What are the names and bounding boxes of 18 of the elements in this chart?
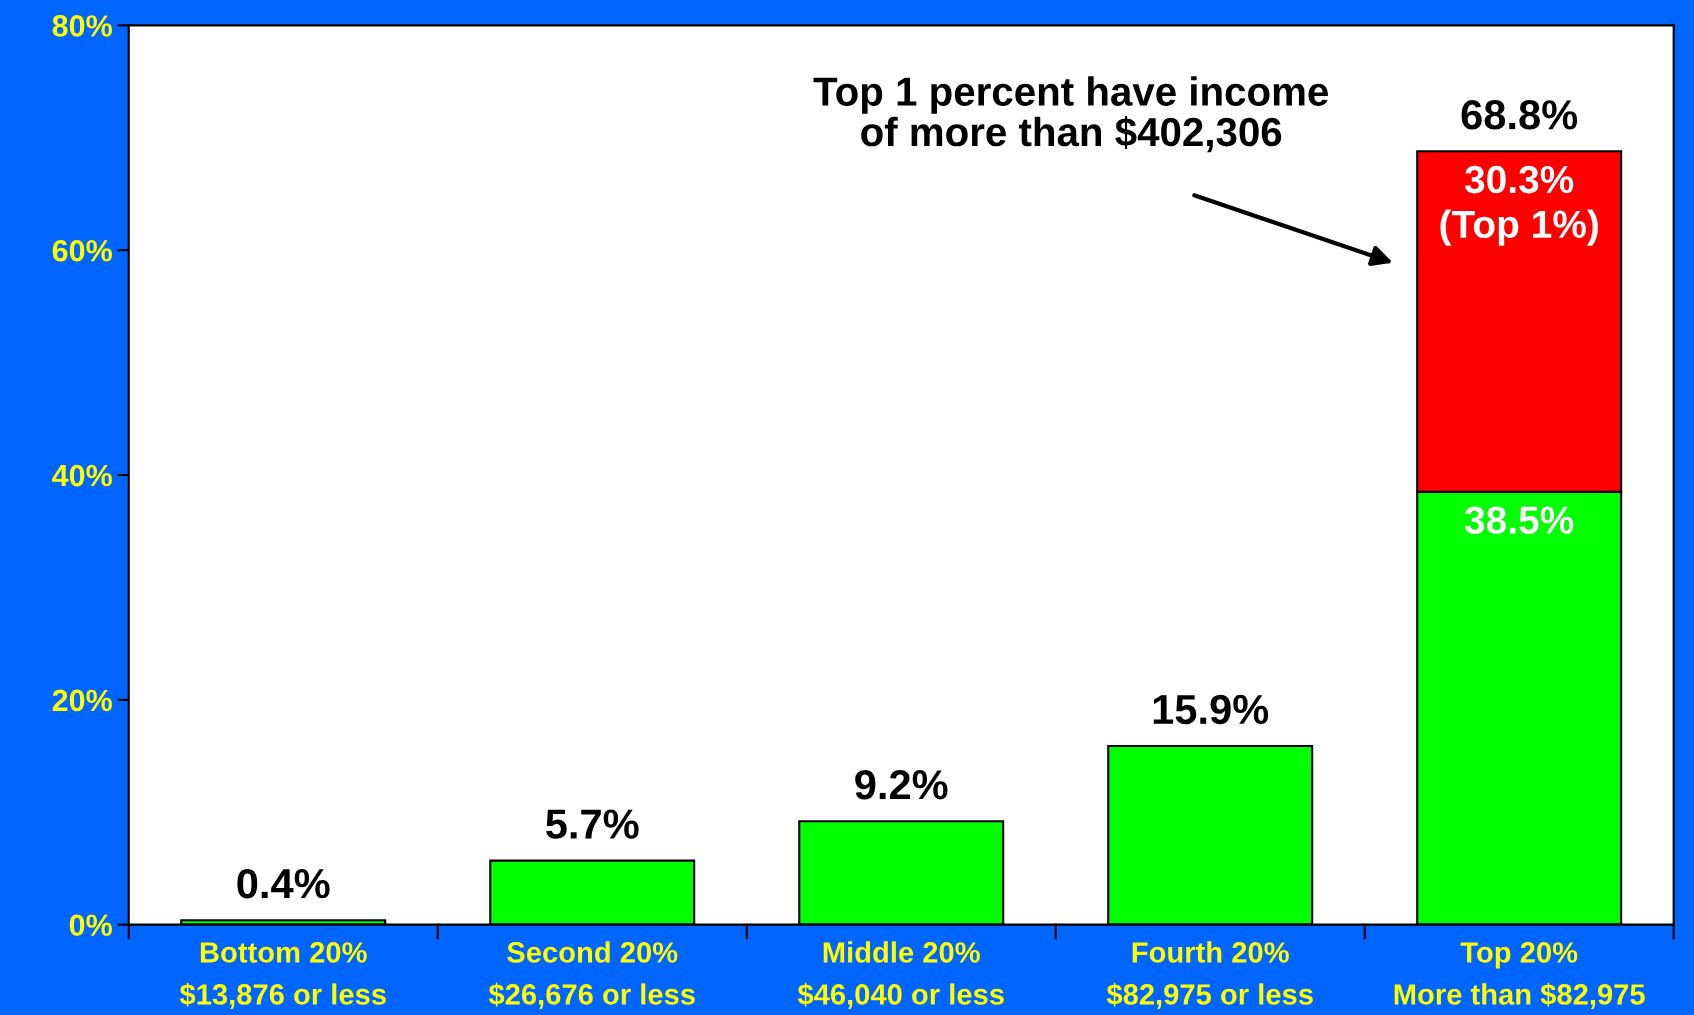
x-tick-label: Fourth 20% $82,975 or less <box>1106 941 1313 1009</box>
total-label: 9.2% <box>855 770 948 800</box>
y-tick-label: 20% <box>52 689 112 712</box>
total-label: 68.8% <box>1461 100 1578 130</box>
y-tick-label: 40% <box>52 464 112 487</box>
total-label: 15.9% <box>1153 694 1269 725</box>
y-tick-label: 80% <box>52 15 112 37</box>
total-label: 5.7% <box>546 809 639 839</box>
x-tick-label: Second 20% $26,676 or less <box>488 941 695 1009</box>
x-tick-label: Middle 20% $46,040 or less <box>797 941 1004 1009</box>
x-tick-label: Top 20% More than $82,975 <box>1394 942 1645 1009</box>
x-tick-label: Bottom 20% $13,876 or less <box>179 942 386 1009</box>
y-tick-label: 60% <box>52 239 112 262</box>
annotation: Top 1 percent have income of more than $402,306 <box>813 76 1328 153</box>
y-tick-label: 0% <box>69 914 112 937</box>
data-label: 30.3% (Top 1%) <box>1440 165 1598 246</box>
data-label: 38.5% <box>1464 506 1574 534</box>
total-label: 0.4% <box>237 868 330 899</box>
